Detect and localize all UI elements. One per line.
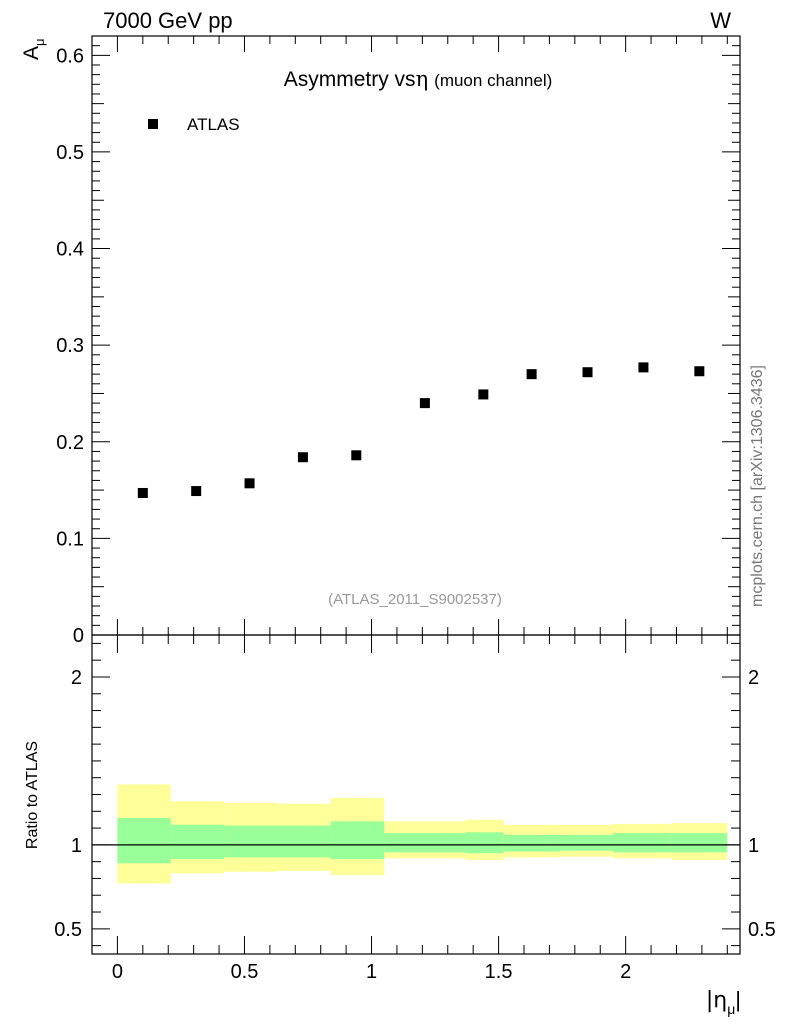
lower-panel: 0.5 0.5 1 1 2 2 0 0.5 1 1.5 2 Ratio to ATLAS |ημ| (24, 634, 776, 1017)
data-point (419, 398, 430, 409)
upper-axis-ticks (91, 35, 740, 636)
green-band-bin (465, 832, 504, 854)
x-tick-label: 0.5 (231, 961, 259, 983)
ratio-bands (92, 784, 740, 884)
data-point (582, 367, 593, 378)
x-axis-label-main: |η (706, 988, 727, 1013)
upper-panel: 0 0.1 0.2 0.3 0.4 0.5 0.6 Asymmetry vsη (muon c… (20, 35, 741, 647)
x-axis-label-end: | (735, 987, 741, 1012)
plot-title-text: Asymmetry vs (284, 68, 416, 91)
lower-y-tick-label-right: 2 (748, 667, 759, 689)
header-energy-label: 7000 GeV pp (103, 8, 233, 33)
x-axis-label-sub: μ (727, 1001, 735, 1017)
upper-y-axis-label-sub: μ (32, 38, 47, 46)
upper-y-axis-label: Aμ (20, 38, 47, 60)
plot-title: Asymmetry vsη (muon channel) (284, 67, 553, 91)
plot-subtitle: (muon channel) (434, 71, 552, 90)
x-tick-label: 1 (366, 961, 377, 983)
lower-y-tick-label-right: 0.5 (748, 919, 776, 941)
upper-y-tick-label: 0.6 (56, 45, 84, 67)
lower-y-tick-label-right: 1 (748, 835, 759, 857)
data-point (137, 487, 148, 498)
lower-y-tick-label-left: 1 (71, 835, 82, 857)
data-point (297, 452, 308, 463)
lower-y-tick-label-left: 0.5 (54, 919, 82, 941)
green-band-bin (277, 825, 331, 858)
lower-y-tick-label-left: 2 (71, 667, 82, 689)
green-band-bin (117, 818, 171, 864)
green-band-bin (330, 821, 385, 860)
data-point (351, 450, 362, 461)
lower-axis-ticks (91, 635, 740, 954)
upper-y-axis-label-main: A (20, 46, 43, 60)
data-point (694, 366, 705, 377)
green-band-bin (170, 824, 225, 860)
green-band-bin (503, 834, 560, 852)
x-tick-label: 0 (112, 961, 123, 983)
x-tick-label: 2 (620, 961, 631, 983)
green-band-bin (671, 833, 728, 853)
data-point (526, 369, 537, 380)
analysis-watermark: (ATLAS_2011_S9002537) (328, 591, 502, 608)
green-band-bin (559, 834, 613, 851)
green-band-bin (224, 825, 278, 858)
data-point (191, 486, 202, 497)
upper-y-tick-labels: 0 0.1 0.2 0.3 0.4 0.5 0.6 (56, 45, 84, 647)
header-process-label: W (710, 8, 731, 33)
data-point (478, 389, 489, 400)
plot-title-symbol: η (416, 67, 429, 91)
legend-marker (148, 119, 158, 129)
data-point (244, 478, 255, 489)
upper-y-tick-label: 0.2 (56, 432, 84, 454)
lower-frame (91, 634, 741, 955)
upper-y-tick-label: 0 (73, 625, 84, 647)
data-point (638, 362, 649, 373)
upper-y-tick-label: 0.3 (56, 335, 84, 357)
green-band-bin (612, 833, 672, 853)
upper-y-tick-label: 0.1 (56, 528, 84, 550)
side-source-label: mcplots.cern.ch [arXiv:1306.3436] (749, 365, 766, 607)
lower-tick-labels: 0.5 0.5 1 1 2 2 0 0.5 1 1.5 2 (54, 667, 776, 983)
lower-y-axis-label: Ratio to ATLAS (24, 741, 41, 849)
green-band-bin (384, 833, 466, 853)
x-axis-label: |ημ| (706, 987, 741, 1017)
legend-label: ATLAS (187, 115, 240, 134)
upper-data-points (137, 362, 705, 498)
x-tick-label: 1.5 (485, 961, 513, 983)
upper-y-tick-label: 0.5 (56, 142, 84, 164)
upper-y-tick-label: 0.4 (56, 239, 84, 261)
